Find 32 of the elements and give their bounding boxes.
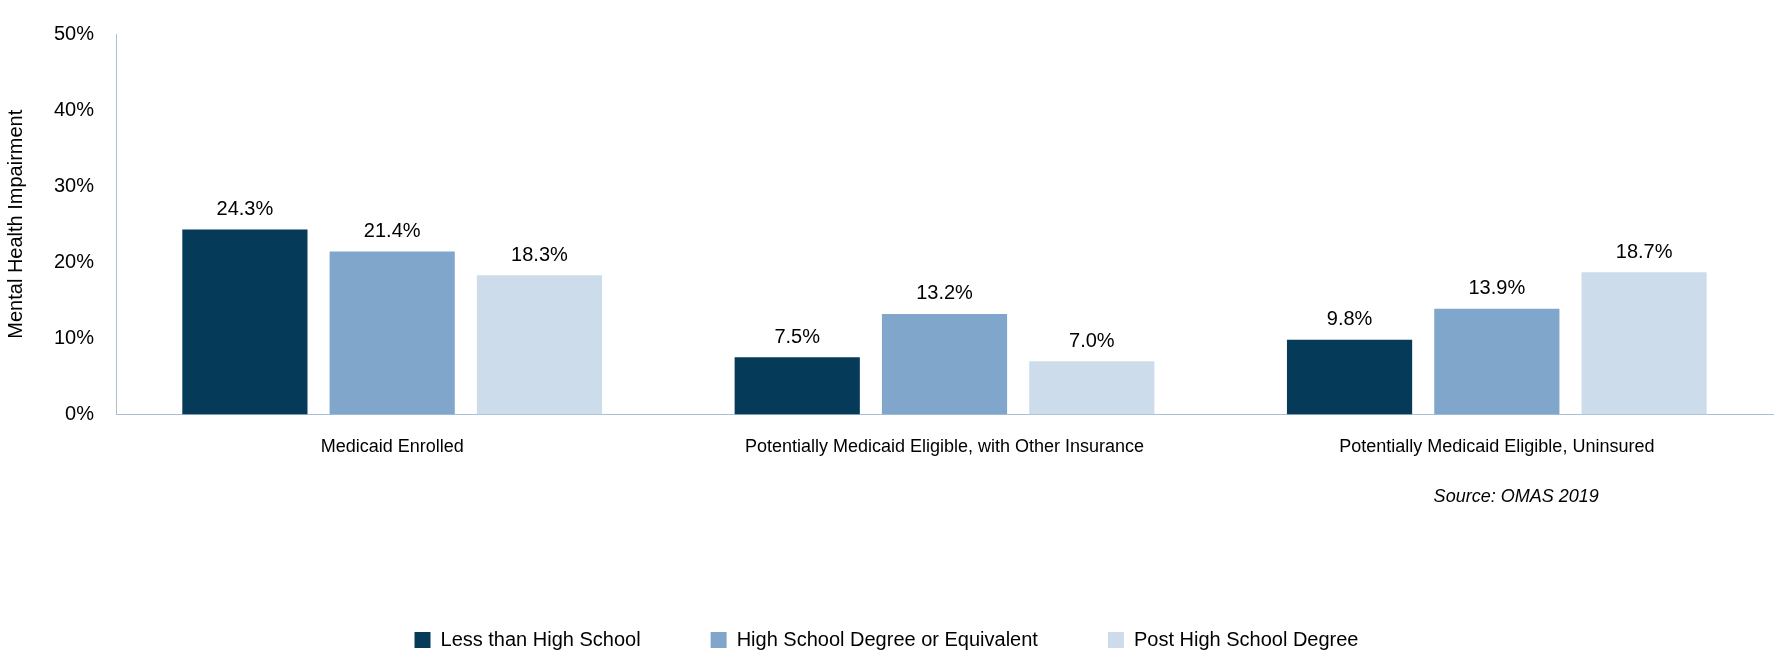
y-tick-label: 10% xyxy=(54,325,95,348)
y-axis-title: Mental Health Impairment xyxy=(3,109,26,339)
text: 18.3% xyxy=(511,242,568,265)
source-note: Source: OMAS 2019 xyxy=(1433,486,1599,507)
text: 7.5% xyxy=(774,324,821,347)
legend-label: High School Degree or Equivalent xyxy=(736,627,1039,650)
bar xyxy=(182,229,308,415)
bar xyxy=(1581,272,1707,415)
bar xyxy=(734,357,860,415)
legend-label: Post High School Degree xyxy=(1133,627,1359,650)
legend-label: Less than High School xyxy=(440,627,641,650)
text: 13.9% xyxy=(1468,276,1526,299)
text: 9.8% xyxy=(1326,307,1373,330)
y-tick-label: 20% xyxy=(54,249,95,272)
y-tick-label: 0% xyxy=(65,401,95,424)
text: 7.0% xyxy=(1069,328,1115,351)
x-tick-label: Medicaid Enrolled xyxy=(320,436,464,457)
y-tick-label: 50% xyxy=(54,21,95,44)
text: 13.2% xyxy=(916,281,973,304)
text: 18.7% xyxy=(1615,239,1673,262)
y-tick-label: 40% xyxy=(54,97,95,120)
bar xyxy=(881,313,1008,415)
bar xyxy=(329,251,455,415)
text: 24.3% xyxy=(216,197,274,220)
x-tick-label: Potentially Medicaid Eligible, with Other Insurance xyxy=(744,436,1145,457)
bar xyxy=(1029,361,1155,415)
text: 21.4% xyxy=(363,219,421,242)
bar xyxy=(476,275,603,415)
bar xyxy=(1286,339,1413,415)
y-tick-label: 30% xyxy=(54,173,95,196)
bar xyxy=(1434,308,1560,415)
x-tick-label: Potentially Medicaid Eligible, Uninsured xyxy=(1339,436,1655,457)
